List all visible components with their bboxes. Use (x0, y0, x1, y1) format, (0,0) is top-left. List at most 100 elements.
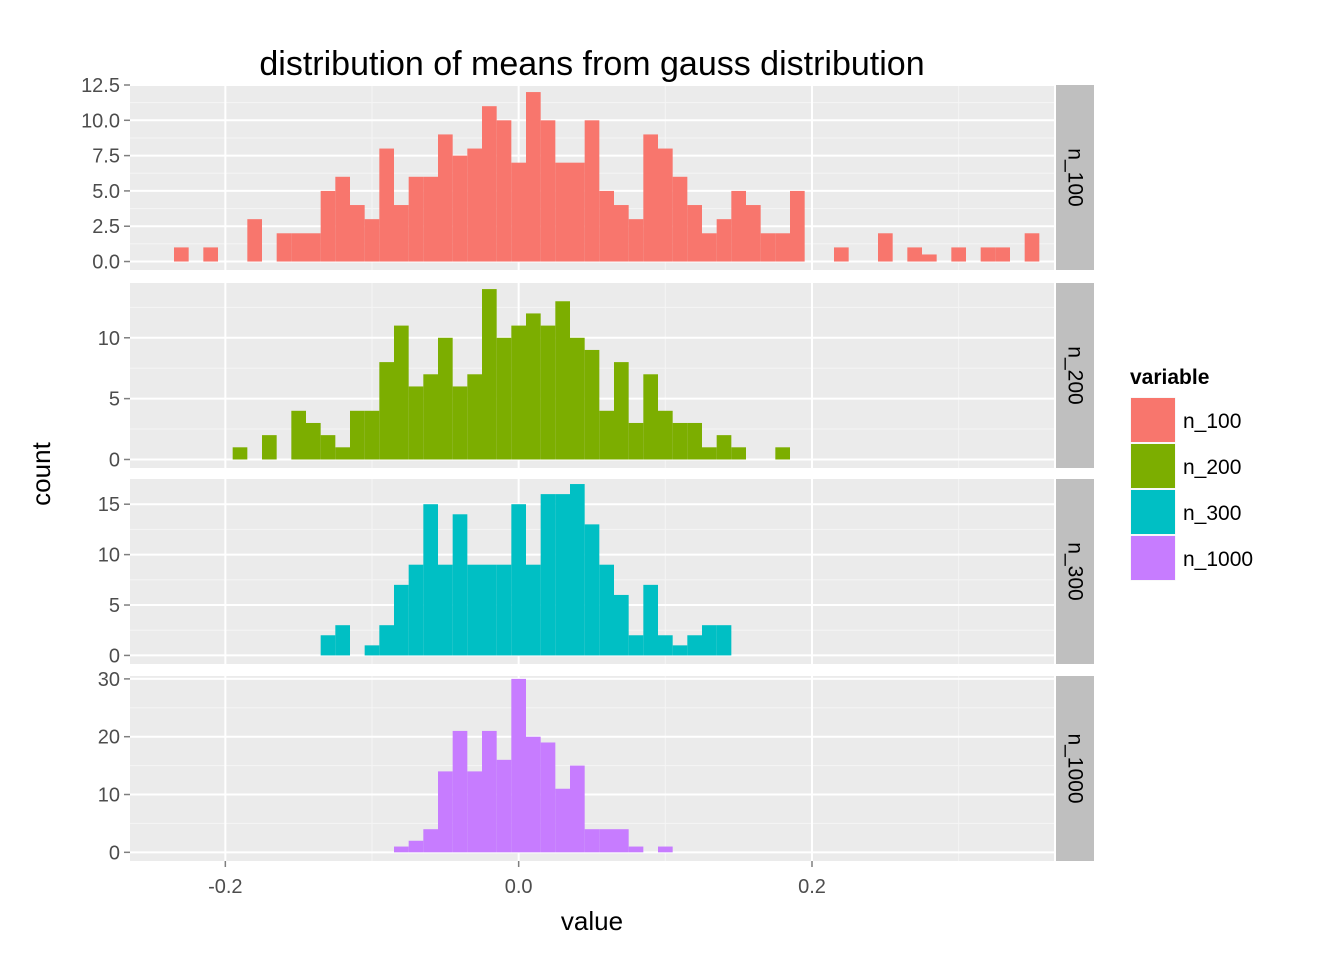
histogram-bar (702, 447, 717, 460)
histogram-bar (174, 247, 189, 262)
y-tick-label: 0 (109, 645, 120, 667)
legend: variable n_100 n_200 n_300 n_1000 (1129, 366, 1253, 582)
x-axis-title: value (561, 906, 623, 936)
histogram-bar (364, 410, 380, 460)
y-tick-label: 10.0 (81, 110, 120, 132)
histogram-bar (658, 635, 673, 656)
y-tick-label: 20 (98, 727, 120, 749)
histogram-bar (379, 362, 394, 460)
histogram-bar (555, 301, 570, 460)
y-tick-label: 2.5 (92, 216, 120, 238)
histogram-bar (526, 92, 541, 262)
histogram-bar (482, 730, 497, 853)
histogram-bar (438, 337, 453, 460)
histogram-bar (731, 190, 746, 262)
x-tick-label: 0.0 (505, 876, 533, 898)
histogram-bar (643, 374, 658, 460)
y-tick-label: 5 (109, 595, 120, 617)
histogram-bar (746, 205, 761, 262)
histogram-bar (672, 422, 688, 460)
histogram-bar (540, 742, 556, 853)
histogram-bar (540, 325, 556, 460)
histogram-bar (584, 524, 600, 656)
histogram-bar (775, 233, 790, 262)
histogram-bar (599, 829, 614, 853)
histogram-bar (570, 337, 585, 460)
legend-label: n_300 (1183, 502, 1241, 525)
histogram-bar (394, 205, 409, 262)
histogram-bar (379, 148, 394, 262)
legend-item-n_200: n_200 (1129, 442, 1241, 490)
histogram-bar (599, 564, 614, 656)
histogram-bar (482, 564, 497, 656)
histogram-bar (408, 386, 424, 460)
histogram-bar (687, 635, 702, 656)
histogram-bar (394, 325, 409, 460)
histogram-bar (438, 564, 453, 656)
y-tick-label: 15 (98, 494, 120, 516)
histogram-bar (467, 771, 482, 853)
histogram-bar (526, 564, 541, 656)
histogram-bar (350, 410, 365, 460)
histogram-bar (394, 846, 409, 853)
histogram-bar (306, 233, 321, 262)
histogram-bar (467, 564, 482, 656)
histogram-bar (584, 349, 600, 460)
histogram-bar (467, 374, 482, 460)
y-tick-label: 5.0 (92, 181, 120, 203)
facet-strip (1056, 479, 1094, 664)
histogram-bar (511, 162, 526, 262)
histogram-bar (364, 645, 380, 656)
histogram-bar (496, 337, 512, 460)
y-tick-label: 0.0 (92, 252, 120, 274)
histogram-bar (496, 120, 512, 262)
histogram-bar (716, 219, 732, 262)
histogram-bar (291, 410, 306, 460)
x-axis: -0.2 0.0 0.2 (208, 861, 826, 898)
histogram-bar (584, 829, 600, 853)
histogram-bar (716, 625, 732, 656)
histogram-bar (658, 846, 673, 853)
legend-swatch (1131, 444, 1175, 488)
histogram-bar (775, 447, 790, 460)
histogram-bar (452, 514, 468, 656)
facet-panel-n_1000: 0 10 20 30 n_1000 (98, 669, 1094, 864)
histogram-bar (335, 447, 350, 460)
legend-item-n_1000: n_1000 (1129, 534, 1253, 582)
facet-panel-n_100: 0.0 2.5 5.0 7.5 10.0 12.5 n_100 (81, 75, 1094, 274)
histogram-bar (540, 494, 556, 656)
histogram-bar (599, 410, 614, 460)
y-tick-label: 5 (109, 389, 120, 411)
legend-item-n_100: n_100 (1129, 396, 1241, 444)
histogram-bar (438, 134, 453, 262)
histogram-bar (276, 233, 292, 262)
histogram-bar (716, 435, 732, 460)
histogram-bar (540, 120, 556, 262)
x-tick-label: -0.2 (208, 876, 242, 898)
y-tick-label: 10 (98, 785, 120, 807)
histogram-bar (335, 176, 350, 262)
histogram-bar (423, 374, 438, 460)
histogram-bar (584, 120, 600, 262)
histogram-bar (408, 176, 424, 262)
y-tick-label: 7.5 (92, 146, 120, 168)
histogram-bar (922, 254, 937, 262)
legend-swatch (1131, 536, 1175, 580)
histogram-bar (452, 730, 468, 853)
histogram-bar (834, 247, 849, 262)
histogram-bar (526, 313, 541, 460)
histogram-bar (423, 176, 438, 262)
y-tick-label: 30 (98, 669, 120, 691)
histogram-bar (614, 594, 629, 656)
histogram-bar (394, 584, 409, 656)
histogram-bar (731, 447, 746, 460)
histogram-bar (408, 840, 424, 853)
legend-title: variable (1130, 366, 1209, 389)
histogram-bar (672, 645, 688, 656)
histogram-bar (320, 635, 336, 656)
histogram-bar (320, 435, 336, 460)
histogram-bar (599, 190, 614, 262)
histogram-bar (423, 504, 438, 656)
y-tick-label: 10 (98, 545, 120, 567)
